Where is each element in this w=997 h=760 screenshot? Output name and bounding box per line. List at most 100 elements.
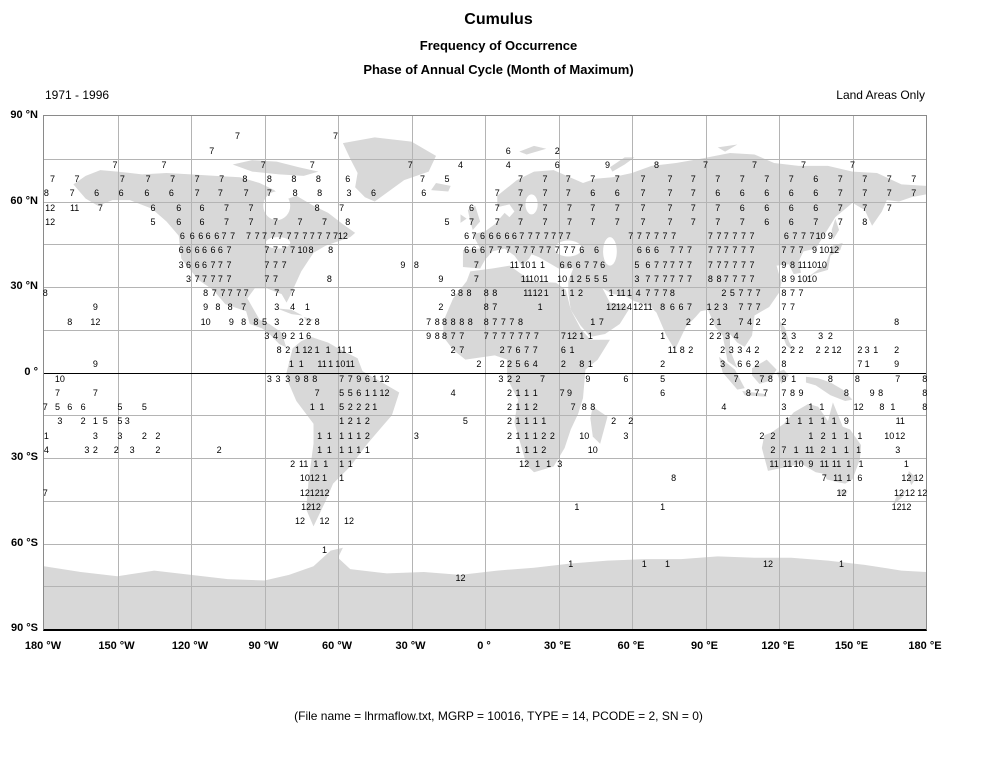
grid-value: 9 bbox=[92, 359, 98, 370]
grid-value: 7 bbox=[54, 387, 60, 398]
x-tick-label: 150 °W bbox=[98, 640, 135, 652]
grid-value: 7 bbox=[492, 330, 498, 341]
grid-value: 11 bbox=[819, 459, 829, 470]
grid-value: 12 bbox=[901, 473, 912, 484]
grid-value: 7 bbox=[494, 188, 500, 199]
grid-value: 12 bbox=[45, 202, 56, 213]
grid-value: 12 bbox=[379, 373, 390, 384]
grid-value: 7 bbox=[886, 174, 892, 185]
grid-value: 7 bbox=[764, 174, 770, 185]
grid-value: 6 bbox=[80, 402, 86, 413]
grid-value: 8 bbox=[492, 288, 498, 299]
grid-value: 1 bbox=[843, 444, 849, 455]
grid-value: 6 bbox=[176, 216, 182, 227]
grid-value: 2 bbox=[532, 402, 538, 413]
grid-value: 7 bbox=[260, 159, 266, 170]
grid-value: 1 bbox=[317, 444, 323, 455]
grid-value: 1 bbox=[532, 387, 538, 398]
grid-value: 7 bbox=[224, 202, 230, 213]
grid-value: 1 bbox=[541, 416, 547, 427]
grid-value: 7 bbox=[763, 387, 769, 398]
grid-value: 1 bbox=[568, 558, 574, 569]
grid-value: 7 bbox=[554, 245, 560, 256]
grid-value: 7 bbox=[264, 245, 270, 256]
grid-value: 1 bbox=[356, 416, 362, 427]
grid-value: 12 bbox=[319, 516, 330, 527]
x-tick-label: 60 °W bbox=[321, 640, 353, 652]
grid-value: 7 bbox=[248, 202, 254, 213]
grid-value: 8 bbox=[413, 259, 419, 270]
grid-value: 11 bbox=[643, 302, 653, 313]
grid-value: 7 bbox=[226, 273, 232, 284]
grid-value: 6 bbox=[653, 245, 660, 256]
grid-value: 8 bbox=[679, 345, 685, 356]
y-tick-label: 30 °N bbox=[10, 280, 38, 292]
grid-value: 2 bbox=[356, 402, 362, 413]
grid-value: 7 bbox=[628, 231, 634, 242]
grid-value: 7 bbox=[558, 231, 564, 242]
grid-value: 3 bbox=[275, 373, 281, 384]
grid-value: 9 bbox=[281, 330, 287, 341]
grid-value: 7 bbox=[911, 188, 917, 199]
grid-value: 8 bbox=[312, 373, 318, 384]
grid-value: 7 bbox=[494, 202, 500, 213]
grid-value: 7 bbox=[201, 273, 207, 284]
grid-value: 7 bbox=[277, 231, 283, 242]
grid-value: 7 bbox=[161, 159, 167, 170]
grid-value: 7 bbox=[235, 131, 241, 142]
grid-value: 8 bbox=[922, 373, 928, 384]
grid-value: 2 bbox=[815, 345, 821, 356]
gridline-horizontal bbox=[44, 415, 926, 417]
grid-value: 7 bbox=[210, 259, 216, 270]
grid-value: 1 bbox=[587, 330, 593, 341]
grid-value: 7 bbox=[551, 231, 557, 242]
grid-value: 1 bbox=[590, 316, 596, 327]
grid-value: 11 bbox=[895, 416, 905, 427]
grid-value: 7 bbox=[112, 159, 118, 170]
grid-value: 3 bbox=[413, 430, 419, 441]
grid-value: 7 bbox=[220, 288, 226, 299]
grid-value: 7 bbox=[857, 359, 863, 370]
grid-value: 12 bbox=[762, 558, 773, 569]
grid-value: 12 bbox=[836, 487, 847, 498]
grid-value: 7 bbox=[755, 302, 761, 313]
grid-value: 7 bbox=[274, 288, 280, 299]
grid-value: 7 bbox=[678, 273, 684, 284]
grid-value: 2 bbox=[781, 345, 787, 356]
grid-value: 6 bbox=[660, 387, 666, 398]
grid-value: 2 bbox=[894, 345, 900, 356]
grid-value: 5 bbox=[347, 387, 353, 398]
grid-value: 7 bbox=[740, 245, 746, 256]
grid-value: 8 bbox=[314, 202, 320, 213]
grid-value: 4 bbox=[290, 302, 296, 313]
grid-value: 7 bbox=[509, 330, 515, 341]
grid-value: 1 bbox=[319, 402, 325, 413]
grid-value: 1 bbox=[372, 387, 378, 398]
grid-value: 3 bbox=[129, 444, 135, 455]
grid-value: 6 bbox=[144, 188, 150, 199]
grid-value: 7 bbox=[739, 174, 745, 185]
grid-value: 2 bbox=[781, 316, 787, 327]
grid-value: 6 bbox=[364, 373, 370, 384]
grid-value: 7 bbox=[715, 174, 721, 185]
y-tick-label: 60 °S bbox=[10, 536, 38, 549]
grid-value: 7 bbox=[500, 316, 506, 327]
grid-value: 7 bbox=[707, 231, 713, 242]
grid-value: 4 bbox=[635, 288, 641, 299]
grid-value: 9 bbox=[203, 302, 209, 313]
grid-value: 7 bbox=[738, 288, 744, 299]
grid-value: 10 bbox=[54, 373, 65, 384]
grid-value: 7 bbox=[739, 216, 745, 227]
grid-value: 3 bbox=[781, 402, 787, 413]
grid-value: 7 bbox=[781, 245, 787, 256]
grid-value: 5 bbox=[117, 416, 123, 427]
land-java bbox=[742, 391, 767, 397]
gridline-horizontal bbox=[44, 586, 926, 588]
grid-value: 6 bbox=[471, 245, 477, 256]
grid-value: 4 bbox=[457, 159, 464, 170]
grid-value: 1 bbox=[295, 345, 301, 356]
grid-value: 7 bbox=[226, 259, 232, 270]
grid-value: 7 bbox=[789, 302, 795, 313]
grid-value: 7 bbox=[290, 245, 296, 256]
